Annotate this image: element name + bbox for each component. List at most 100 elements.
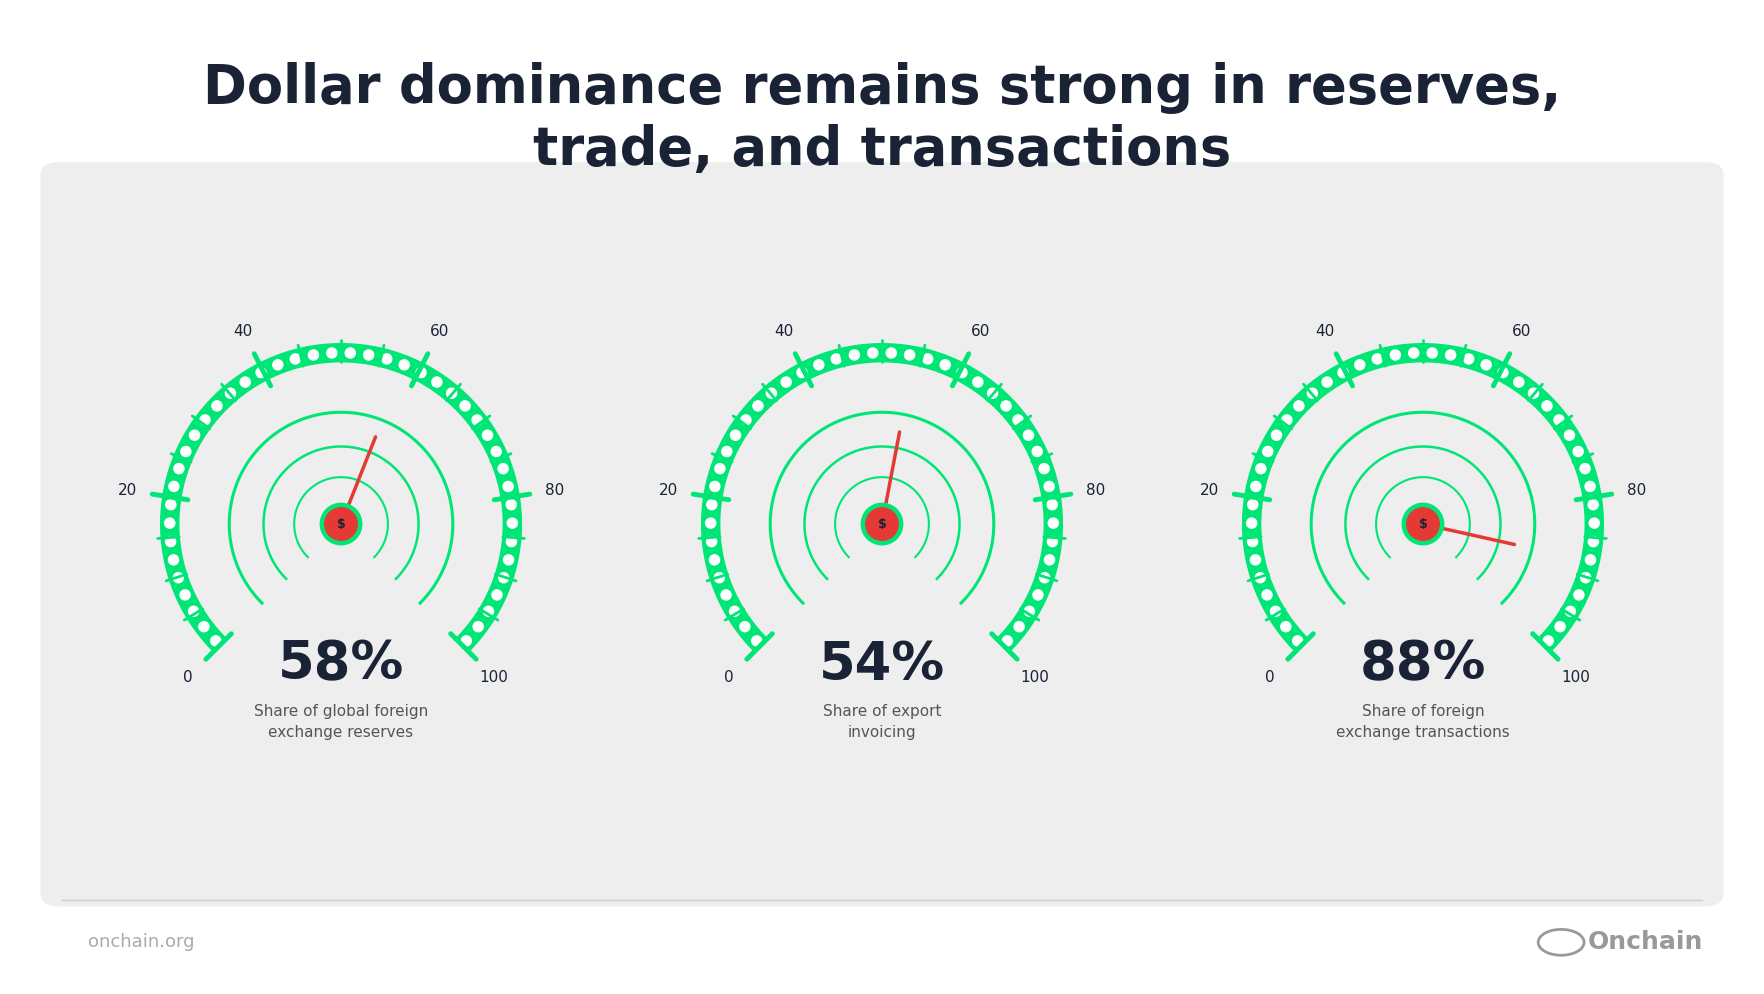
- Circle shape: [1272, 430, 1281, 440]
- Text: 0: 0: [183, 670, 192, 685]
- Circle shape: [381, 354, 392, 364]
- Circle shape: [1247, 518, 1256, 528]
- Circle shape: [739, 621, 750, 632]
- Circle shape: [240, 377, 250, 387]
- Circle shape: [1565, 430, 1575, 440]
- Text: $: $: [1418, 518, 1427, 531]
- Circle shape: [326, 348, 337, 358]
- Circle shape: [460, 401, 471, 411]
- Circle shape: [446, 389, 457, 399]
- Circle shape: [730, 606, 739, 616]
- Circle shape: [1014, 621, 1025, 632]
- Circle shape: [1000, 401, 1011, 411]
- Circle shape: [706, 518, 716, 528]
- Circle shape: [1247, 537, 1258, 547]
- Circle shape: [199, 414, 210, 425]
- Circle shape: [1256, 573, 1265, 582]
- Circle shape: [321, 503, 362, 545]
- Circle shape: [923, 354, 933, 364]
- Circle shape: [256, 368, 266, 378]
- Circle shape: [1282, 414, 1291, 425]
- Circle shape: [199, 621, 208, 632]
- Circle shape: [940, 360, 951, 370]
- Circle shape: [506, 537, 517, 547]
- Circle shape: [363, 350, 374, 360]
- Circle shape: [1556, 621, 1565, 632]
- Circle shape: [1464, 354, 1473, 364]
- Circle shape: [1002, 636, 1013, 646]
- Circle shape: [1573, 589, 1584, 600]
- Text: $: $: [878, 518, 886, 531]
- Circle shape: [497, 463, 508, 474]
- Circle shape: [1581, 573, 1591, 582]
- Circle shape: [473, 621, 483, 632]
- Circle shape: [861, 503, 903, 545]
- Circle shape: [781, 377, 792, 387]
- Circle shape: [886, 348, 896, 358]
- Circle shape: [226, 389, 236, 399]
- Circle shape: [1048, 537, 1057, 547]
- Circle shape: [1355, 360, 1365, 370]
- Circle shape: [1321, 377, 1332, 387]
- Circle shape: [1586, 555, 1595, 565]
- Circle shape: [1251, 555, 1261, 565]
- Text: Share of foreign
exchange transactions: Share of foreign exchange transactions: [1335, 705, 1510, 741]
- Circle shape: [492, 589, 503, 600]
- Circle shape: [483, 430, 492, 440]
- Text: 60: 60: [430, 324, 450, 339]
- Circle shape: [866, 508, 898, 541]
- Circle shape: [169, 555, 178, 565]
- Circle shape: [848, 350, 859, 360]
- Text: Dollar dominance remains strong in reserves,
trade, and transactions: Dollar dominance remains strong in reser…: [203, 63, 1561, 176]
- Circle shape: [432, 377, 443, 387]
- Circle shape: [490, 446, 501, 456]
- Circle shape: [399, 360, 409, 370]
- Text: 20: 20: [658, 483, 677, 498]
- Circle shape: [166, 537, 176, 547]
- Circle shape: [741, 414, 751, 425]
- Circle shape: [1554, 414, 1565, 425]
- Circle shape: [1542, 401, 1552, 411]
- Circle shape: [291, 354, 300, 364]
- Polygon shape: [161, 344, 522, 651]
- Circle shape: [169, 481, 178, 491]
- Text: 0: 0: [1265, 670, 1275, 685]
- Circle shape: [1261, 589, 1272, 600]
- Circle shape: [175, 463, 183, 474]
- Text: onchain.org: onchain.org: [88, 933, 194, 951]
- Circle shape: [766, 389, 776, 399]
- Circle shape: [273, 360, 282, 370]
- Circle shape: [212, 401, 222, 411]
- Circle shape: [1588, 500, 1598, 510]
- Circle shape: [1034, 589, 1043, 600]
- Circle shape: [473, 414, 482, 425]
- Circle shape: [1048, 518, 1058, 528]
- Circle shape: [709, 481, 720, 491]
- Circle shape: [751, 636, 762, 646]
- Circle shape: [180, 446, 191, 456]
- Circle shape: [1293, 401, 1304, 411]
- Circle shape: [1039, 463, 1050, 474]
- Circle shape: [499, 573, 508, 582]
- Circle shape: [1032, 446, 1043, 456]
- Text: 20: 20: [118, 483, 138, 498]
- Circle shape: [1025, 606, 1034, 616]
- Circle shape: [721, 589, 730, 600]
- Circle shape: [709, 555, 720, 565]
- Text: 40: 40: [774, 324, 794, 339]
- Circle shape: [868, 348, 878, 358]
- Circle shape: [1372, 354, 1383, 364]
- Text: 54%: 54%: [818, 639, 946, 691]
- Circle shape: [210, 636, 220, 646]
- Circle shape: [460, 636, 471, 646]
- Circle shape: [1514, 377, 1524, 387]
- Text: 58%: 58%: [279, 639, 404, 691]
- Polygon shape: [702, 344, 1062, 651]
- Circle shape: [1581, 463, 1589, 474]
- Circle shape: [173, 573, 183, 582]
- Circle shape: [1013, 414, 1023, 425]
- Circle shape: [707, 500, 716, 510]
- Polygon shape: [1242, 344, 1603, 651]
- Circle shape: [1573, 446, 1584, 456]
- Circle shape: [1263, 446, 1274, 456]
